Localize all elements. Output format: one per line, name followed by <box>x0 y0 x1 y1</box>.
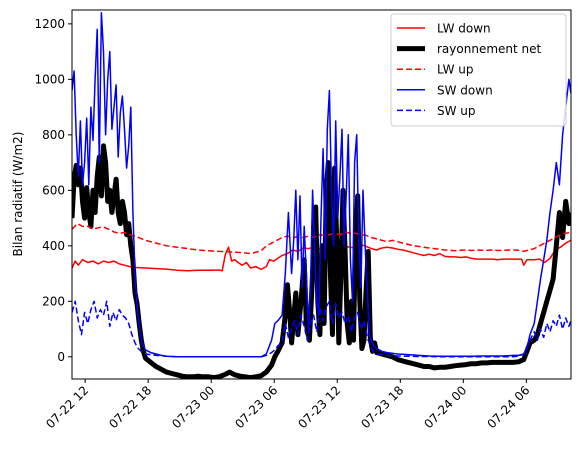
legend-box <box>390 13 567 127</box>
x-tick-label: 07-23 12 <box>295 383 343 431</box>
x-axis: 07-22 12 07-22 18 07-23 00 07-23 06 07-23 12… <box>43 379 532 431</box>
series-line-rayonnement-net <box>72 143 571 379</box>
y-tick-label: 1000 <box>34 72 65 86</box>
series-line-lw-up <box>72 222 571 255</box>
x-tick-label: 07-23 00 <box>169 383 217 431</box>
x-tick-label: 07-24 06 <box>484 383 532 431</box>
y-tick-label: 200 <box>42 294 65 308</box>
series-layer <box>72 12 571 379</box>
legend-label: LW down <box>437 22 491 36</box>
legend: LW down rayonnement net LW up SW down SW up <box>390 13 567 127</box>
y-tick-label: 600 <box>42 183 65 197</box>
legend-label: LW up <box>437 63 474 77</box>
x-tick-label: 07-23 18 <box>358 383 406 431</box>
plot-frame <box>71 9 572 380</box>
legend-label: rayonnement net <box>437 42 542 56</box>
x-tick-label: 07-23 06 <box>232 383 280 431</box>
x-tick-label: 07-22 18 <box>106 383 154 431</box>
y-axis: 0 200 400 600 800 1000 1200 <box>34 17 72 364</box>
legend-label: SW up <box>437 104 476 118</box>
y-axis-label: Bilan radiatif (W/m2) <box>11 132 25 257</box>
x-tick-label: 07-24 00 <box>421 383 469 431</box>
y-tick-label: 400 <box>42 239 65 253</box>
x-tick-label: 07-22 12 <box>43 383 91 431</box>
y-tick-label: 0 <box>57 350 65 364</box>
y-tick-label: 1200 <box>34 17 65 31</box>
series-line-sw-up <box>72 300 571 358</box>
legend-label: SW down <box>437 83 493 97</box>
y-tick-label: 800 <box>42 128 65 142</box>
